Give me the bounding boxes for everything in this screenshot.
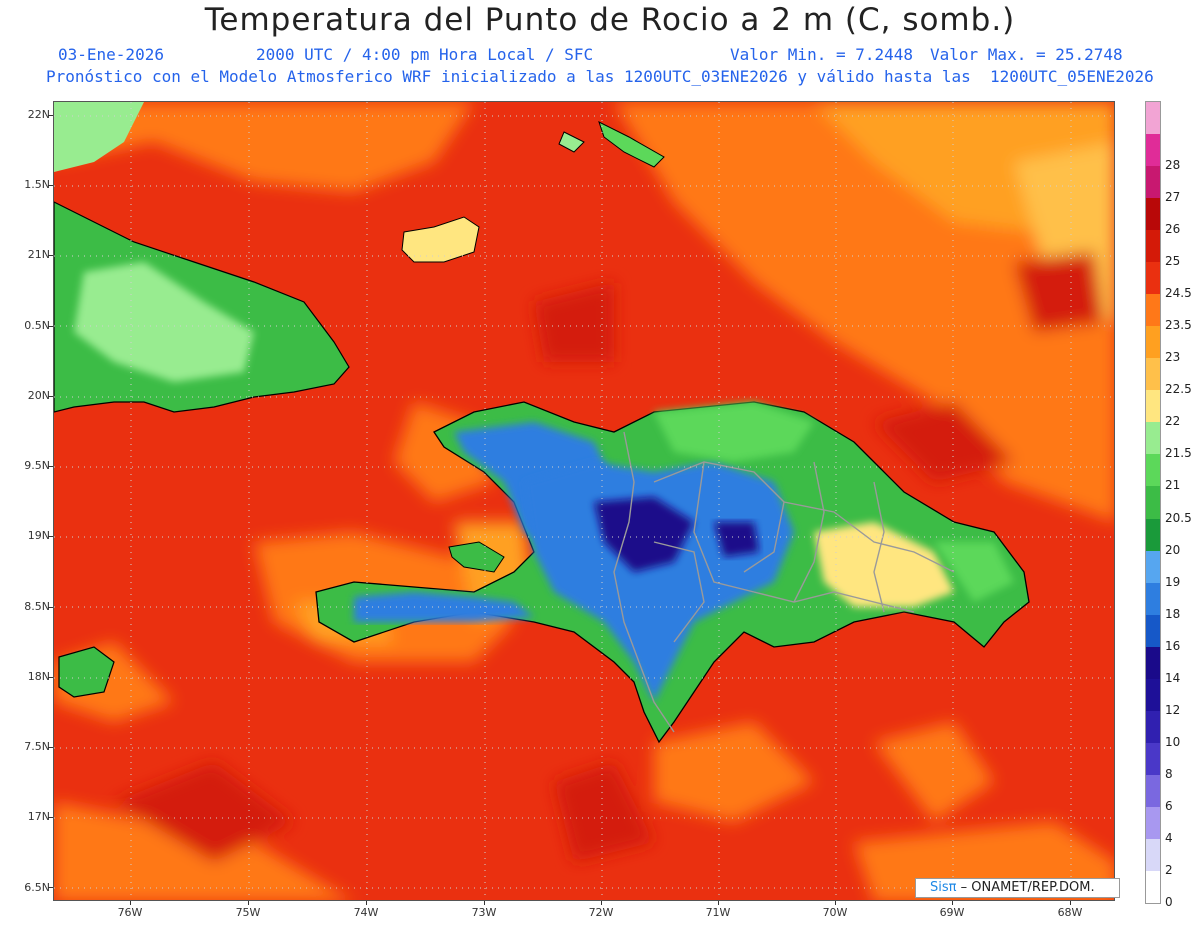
lat-label: 19N (27, 529, 50, 542)
color-legend-swatch (1146, 582, 1160, 615)
caicos-islands (598, 121, 665, 168)
lon-label: 74W (353, 906, 379, 919)
color-legend-label: 28 (1165, 158, 1181, 173)
lat-label: 18N (27, 670, 50, 683)
color-legend-label: 8 (1165, 766, 1173, 781)
color-legend-swatch (1146, 389, 1160, 423)
color-legend-swatch (1146, 550, 1160, 583)
color-legend-label: 22.5 (1165, 382, 1192, 397)
color-legend-label: 18 (1165, 606, 1181, 621)
forecast-time: 2000 UTC / 4:00 pm Hora Local / SFC (256, 45, 594, 64)
lat-label: 6.5N (24, 881, 50, 894)
lon-label: 69W (939, 906, 965, 919)
color-legend-label: 24.5 (1165, 286, 1192, 301)
lat-label: 8.5N (24, 600, 50, 613)
lon-label: 75W (235, 906, 261, 919)
color-legend-swatch (1146, 325, 1160, 359)
color-legend-label: 4 (1165, 830, 1173, 845)
max-value: Valor Max. = 25.2748 (930, 45, 1123, 64)
gonave-island (448, 541, 505, 573)
credit-badge: Sisπ – ONAMET/REP.DOM. (915, 878, 1120, 898)
color-legend-label: 14 (1165, 670, 1181, 685)
color-legend-swatch (1146, 614, 1160, 647)
cuba-landmass (54, 102, 350, 413)
color-legend-label: 22 (1165, 414, 1181, 429)
color-legend-label: 25 (1165, 254, 1181, 269)
lon-label: 70W (822, 906, 848, 919)
color-legend-swatch (1146, 742, 1160, 775)
hispaniola-landmass (315, 401, 1030, 744)
min-value: Valor Min. = 7.2448 (730, 45, 914, 64)
lat-label: 22N (27, 108, 50, 121)
color-legend-swatch (1146, 806, 1160, 839)
model-info: Pronóstico con el Modelo Atmosferico WRF… (46, 67, 1154, 86)
color-legend-label: 16 (1165, 638, 1181, 653)
color-legend-swatch (1146, 261, 1160, 295)
color-legend-bar (1145, 101, 1161, 904)
color-legend-swatch (1146, 646, 1160, 679)
color-legend-swatch (1146, 838, 1160, 871)
lat-label: 21N (27, 248, 50, 261)
credit-text: – ONAMET/REP.DOM. (956, 880, 1095, 895)
political-borders (613, 431, 955, 733)
color-legend-swatch (1146, 165, 1160, 199)
turks-caicos (558, 131, 585, 153)
color-legend-label: 21 (1165, 478, 1181, 493)
color-legend-label: 21.5 (1165, 446, 1192, 461)
color-legend-swatch (1146, 133, 1160, 167)
inagua-island (401, 216, 480, 263)
color-legend-swatch (1146, 486, 1160, 519)
lon-label: 76W (117, 906, 143, 919)
lat-label: 9.5N (24, 459, 50, 472)
graticule (54, 102, 1114, 900)
color-legend-swatch (1146, 774, 1160, 807)
color-legend-label: 10 (1165, 734, 1181, 749)
color-legend-swatch (1146, 293, 1160, 327)
lat-label: 0.5N (24, 319, 50, 332)
color-legend-label: 20.5 (1165, 510, 1192, 525)
lat-label: 17N (27, 810, 50, 823)
color-legend-swatch (1146, 870, 1160, 903)
color-legend-swatch (1146, 421, 1160, 455)
lon-label: 68W (1057, 906, 1083, 919)
color-legend-swatch (1146, 678, 1160, 711)
forecast-date: 03-Ene-2026 (58, 45, 164, 64)
color-legend-label: 23.5 (1165, 318, 1192, 333)
map-title: Temperatura del Punto de Rocio a 2 m (C,… (204, 2, 1016, 38)
lon-label: 73W (471, 906, 497, 919)
color-legend-swatch (1146, 101, 1160, 135)
color-legend-swatch (1146, 710, 1160, 743)
color-legend-swatch (1146, 197, 1160, 231)
lat-label: 20N (27, 389, 50, 402)
subtitle-line-1: 03-Ene-2026 2000 UTC / 4:00 pm Hora Loca… (58, 45, 1123, 140)
color-legend-label: 23 (1165, 350, 1181, 365)
color-legend-swatch (1146, 357, 1160, 391)
color-legend-swatch (1146, 518, 1160, 551)
map-plot-area[interactable] (53, 101, 1115, 901)
lon-label: 72W (588, 906, 614, 919)
color-legend-label: 19 (1165, 574, 1181, 589)
jamaica-landmass (58, 646, 115, 698)
color-legend-swatch (1146, 229, 1160, 263)
lat-label: 7.5N (24, 740, 50, 753)
color-legend-swatch (1146, 453, 1160, 487)
color-legend-label: 6 (1165, 798, 1173, 813)
color-legend-label: 20 (1165, 542, 1181, 557)
color-legend-label: 12 (1165, 702, 1181, 717)
dewpoint-field-map (54, 102, 1114, 900)
color-legend-label: 27 (1165, 190, 1181, 205)
color-legend-label: 26 (1165, 222, 1181, 237)
color-legend-label: 0 (1165, 895, 1173, 909)
lat-label: 1.5N (24, 178, 50, 191)
color-legend-label: 2 (1165, 862, 1173, 877)
lon-label: 71W (705, 906, 731, 919)
sispi-logo-text: Sisπ (930, 880, 957, 895)
